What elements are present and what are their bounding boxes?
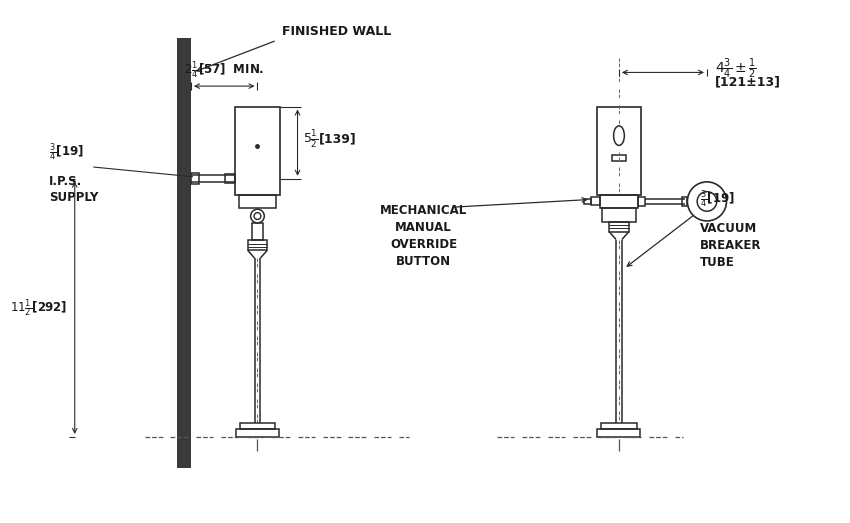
Bar (178, 38, 191, 468)
Bar (239, 195, 276, 208)
Circle shape (697, 191, 717, 211)
Bar (584, 199, 591, 204)
Bar (591, 198, 600, 206)
Bar (247, 241, 267, 251)
Text: $\frac{3}{4}$[19]: $\frac{3}{4}$[19] (700, 188, 735, 210)
Ellipse shape (614, 126, 625, 145)
Bar (240, 423, 275, 429)
Bar (603, 208, 636, 222)
Text: [139]: [139] (319, 132, 357, 145)
Bar (225, 174, 235, 183)
Bar (235, 107, 280, 195)
Text: $4\frac{3}{4}\pm\frac{1}{2}$: $4\frac{3}{4}\pm\frac{1}{2}$ (715, 56, 756, 81)
Bar (602, 423, 637, 429)
Bar (682, 197, 688, 206)
Bar (236, 429, 279, 437)
Text: $11\frac{1}{2}$[292]: $11\frac{1}{2}$[292] (9, 297, 67, 319)
Bar (600, 195, 638, 208)
Text: FINISHED WALL: FINISHED WALL (282, 25, 391, 38)
Bar (638, 197, 645, 206)
Bar (252, 223, 264, 241)
Circle shape (254, 213, 261, 220)
Text: $\frac{3}{4}$[19]: $\frac{3}{4}$[19] (49, 141, 84, 163)
Text: [121±13]: [121±13] (715, 76, 781, 89)
Bar (598, 429, 641, 437)
Bar (612, 155, 626, 161)
Text: VACUUM
BREAKER
TUBE: VACUUM BREAKER TUBE (700, 222, 762, 269)
Text: $2\frac{1}{4}$[57]  MIN.: $2\frac{1}{4}$[57] MIN. (184, 60, 264, 81)
Bar (597, 107, 642, 195)
Bar (191, 173, 199, 184)
Circle shape (688, 182, 727, 221)
Text: I.P.S.
SUPPLY: I.P.S. SUPPLY (49, 175, 99, 204)
Bar (609, 222, 629, 232)
Circle shape (251, 209, 264, 223)
Text: $5\frac{1}{2}$: $5\frac{1}{2}$ (303, 128, 319, 150)
Text: MECHANICAL
MANUAL
OVERRIDE
BUTTON: MECHANICAL MANUAL OVERRIDE BUTTON (380, 204, 468, 268)
